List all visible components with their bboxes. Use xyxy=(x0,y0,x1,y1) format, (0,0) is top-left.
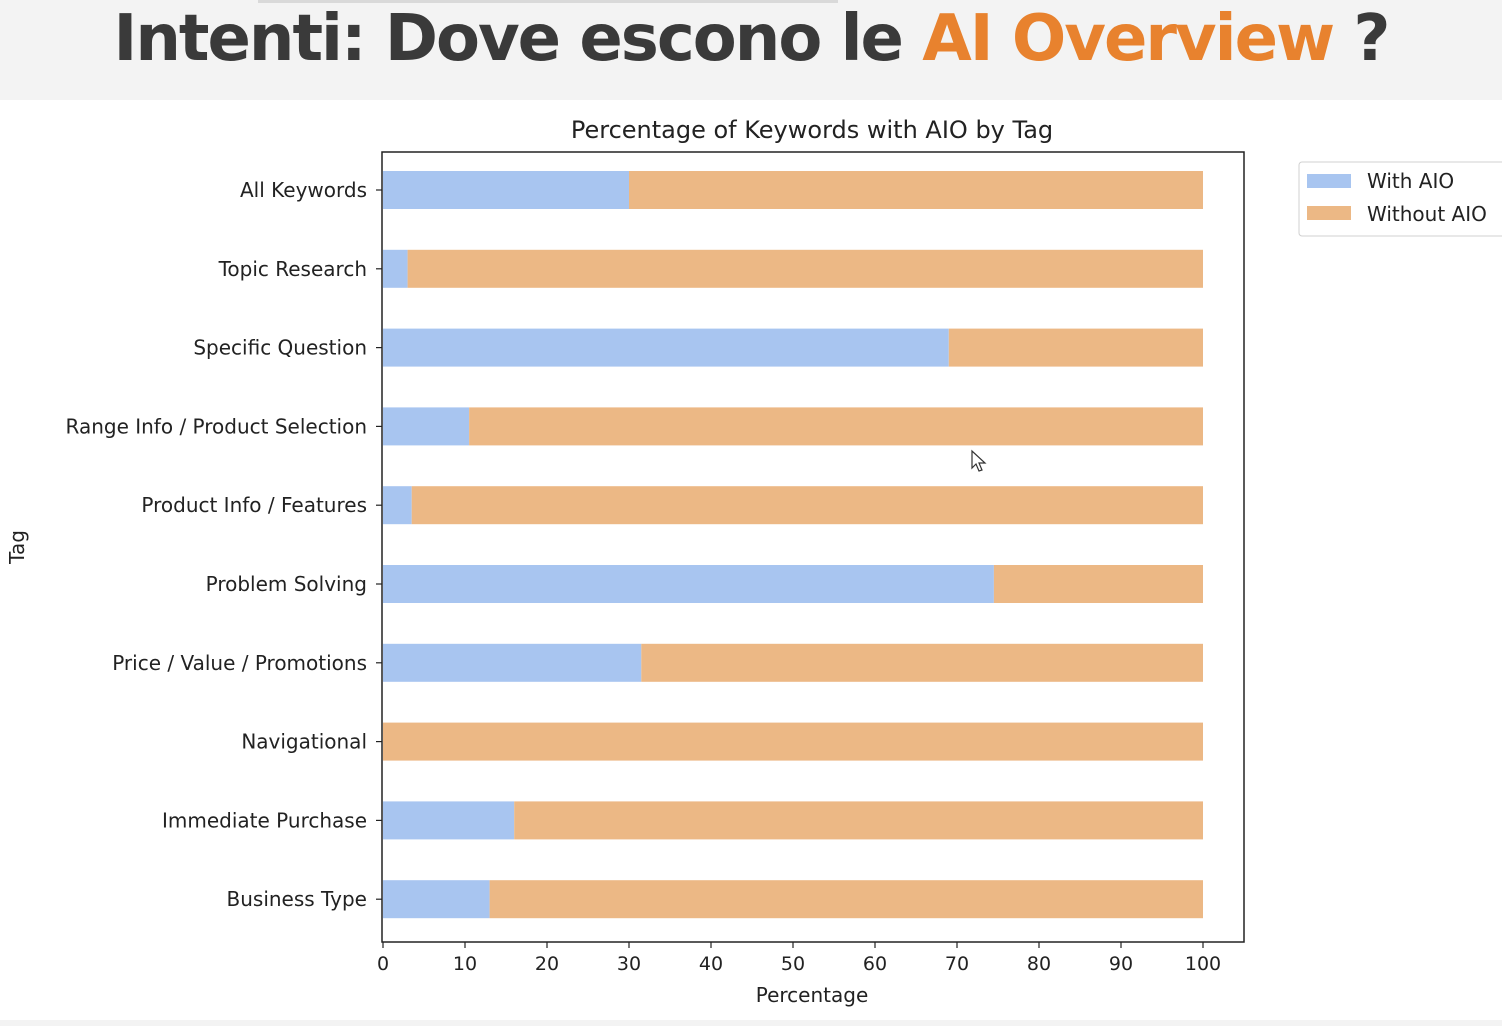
slide-title-end: ? xyxy=(1333,2,1390,76)
y-tick-label: Immediate Purchase xyxy=(162,808,367,832)
x-tick-label: 40 xyxy=(699,953,723,975)
legend-swatch-with-aio xyxy=(1307,174,1351,188)
y-tick-label: Specific Question xyxy=(193,336,367,360)
y-tick-label: Navigational xyxy=(241,730,367,754)
x-tick-label: 20 xyxy=(535,953,559,975)
bar-with-aio-specific-question xyxy=(383,328,949,367)
x-tick-label: 90 xyxy=(1109,953,1133,975)
slide-title-main: Intenti: Dove escono le xyxy=(113,2,923,76)
bar-without-aio-range-info-product-selection xyxy=(469,407,1204,446)
x-tick-label: 60 xyxy=(863,953,887,975)
bar-without-aio-topic-research xyxy=(407,249,1204,288)
bar-with-aio-all-keywords xyxy=(383,171,629,209)
x-tick-label: 0 xyxy=(377,953,389,975)
bars-group xyxy=(383,171,1204,919)
bar-without-aio-all-keywords xyxy=(629,171,1203,209)
y-tick-label: Topic Research xyxy=(218,257,367,281)
x-tick-label: 10 xyxy=(453,953,477,975)
bar-with-aio-range-info-product-selection xyxy=(383,407,470,446)
bar-with-aio-immediate-purchase xyxy=(383,801,515,840)
bar-with-aio-business-type xyxy=(383,880,490,919)
x-tick-label: 30 xyxy=(617,953,641,975)
x-tick-label: 70 xyxy=(945,953,969,975)
x-axis-label: Percentage xyxy=(756,983,869,1007)
chart-title: Percentage of Keywords with AIO by Tag xyxy=(571,116,1053,144)
y-axis-ticks: All Keywords Topic Research Specific Quest… xyxy=(65,178,382,911)
y-axis-label: Tag xyxy=(5,530,29,565)
legend-swatch-without-aio xyxy=(1307,206,1351,220)
legend-label-with-aio: With AIO xyxy=(1367,169,1454,193)
legend-label-without-aio: Without AIO xyxy=(1367,202,1487,226)
bar-without-aio-business-type xyxy=(489,880,1204,919)
bar-without-aio-product-info-features xyxy=(411,486,1203,525)
bottom-band xyxy=(0,1020,1502,1026)
x-tick-label: 80 xyxy=(1027,953,1051,975)
x-tick-label: 50 xyxy=(781,953,805,975)
slide-title-accent: AI Overview xyxy=(922,2,1335,76)
x-axis-ticks: 0 10 20 30 40 50 60 70 80 90 100 xyxy=(377,942,1221,975)
bar-with-aio-topic-research xyxy=(383,249,408,288)
bar-without-aio-navigational xyxy=(383,722,1203,761)
title-banner: Intenti: Dove escono le AI Overview ? xyxy=(0,0,1502,100)
bar-with-aio-price-value-promotions xyxy=(383,643,642,682)
x-tick-label: 100 xyxy=(1185,953,1221,975)
banner-top-divider xyxy=(258,0,838,3)
bar-without-aio-price-value-promotions xyxy=(641,643,1203,682)
bar-chart: Percentage of Keywords with AIO by Tag A… xyxy=(5,116,1502,1007)
y-tick-label: Range Info / Product Selection xyxy=(65,414,367,438)
cursor-icon xyxy=(971,449,987,472)
bar-with-aio-problem-solving xyxy=(383,565,994,603)
y-tick-label: All Keywords xyxy=(240,178,367,202)
slide-title: Intenti: Dove escono le AI Overview ? xyxy=(0,0,1502,84)
y-tick-label: Price / Value / Promotions xyxy=(112,651,367,675)
y-tick-label: Problem Solving xyxy=(206,572,367,596)
y-tick-label: Business Type xyxy=(227,887,368,911)
bar-without-aio-problem-solving xyxy=(993,565,1203,603)
y-tick-label: Product Info / Features xyxy=(141,493,367,517)
bar-without-aio-immediate-purchase xyxy=(514,801,1203,840)
bar-with-aio-product-info-features xyxy=(383,486,412,525)
bar-without-aio-specific-question xyxy=(948,328,1203,367)
legend: With AIO Without AIO xyxy=(1298,161,1502,237)
